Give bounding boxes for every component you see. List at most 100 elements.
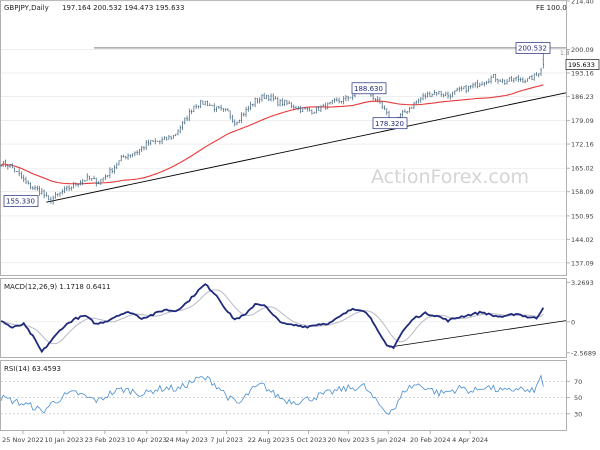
level-tag-label: 188.630 xyxy=(354,85,383,93)
rsi-y-axis: 70 50 30 xyxy=(566,378,582,418)
price-bar xyxy=(183,117,186,125)
price-tick-label: 137.09 xyxy=(571,259,594,267)
price-bar xyxy=(404,109,406,113)
support-trendline xyxy=(46,92,567,203)
price-bar xyxy=(202,100,204,105)
x-axis-date-label: 25 Nov 2022 xyxy=(2,436,44,444)
price-bar xyxy=(433,89,436,95)
price-bar xyxy=(526,78,529,82)
price-bar xyxy=(163,136,166,140)
x-axis-date-label: 20 Feb 2024 xyxy=(410,436,450,444)
x-axis-date-label: 24 May 2023 xyxy=(165,436,207,444)
rsi-title: RSI(14) 63.4593 xyxy=(4,365,61,373)
price-bar xyxy=(156,140,159,142)
macd-line xyxy=(0,283,545,354)
price-bar xyxy=(449,93,452,100)
price-bar xyxy=(340,100,343,104)
price-bar xyxy=(177,129,179,136)
level-tag-label: 155.330 xyxy=(6,198,35,206)
price-bar xyxy=(52,195,54,205)
price-bar xyxy=(490,75,492,84)
price-bar xyxy=(519,77,522,82)
price-bar xyxy=(345,95,347,102)
price-bar xyxy=(274,96,277,100)
price-bar xyxy=(419,96,422,103)
x-axis-date-label: 5 Jan 2024 xyxy=(371,436,406,444)
price-bar xyxy=(236,121,238,126)
price-bar xyxy=(77,183,79,188)
price-bar xyxy=(233,119,236,127)
price-bar xyxy=(467,85,470,92)
price-bar xyxy=(306,106,309,112)
price-bar xyxy=(43,189,45,199)
price-tick-label: 158.09 xyxy=(571,188,594,196)
price-bar xyxy=(197,105,200,109)
price-bar xyxy=(90,178,93,181)
price-gridlines xyxy=(1,0,566,264)
price-bar xyxy=(109,167,111,179)
price-bar xyxy=(113,164,116,174)
price-bar xyxy=(265,94,268,100)
price-bar xyxy=(308,106,311,112)
price-bar xyxy=(458,86,461,92)
price-bar xyxy=(476,79,479,89)
price-bar xyxy=(222,107,225,113)
price-bar xyxy=(460,86,463,92)
price-bar xyxy=(535,72,538,76)
price-level-tags: 155.330 188.630 178.320 200.532 195.633 xyxy=(3,42,600,207)
price-bar xyxy=(79,180,82,186)
watermark: ActionForex.com xyxy=(371,166,529,188)
x-axis-date-label: 20 Nov 2023 xyxy=(328,436,370,444)
price-bar xyxy=(474,82,477,88)
price-bar xyxy=(145,139,148,150)
price-bar xyxy=(277,96,279,107)
price-bar xyxy=(56,193,59,197)
price-bar xyxy=(342,96,345,105)
price-bar xyxy=(522,77,524,83)
price-bar xyxy=(338,97,340,104)
price-bar xyxy=(59,192,61,197)
price-bar xyxy=(499,79,501,82)
price-bar xyxy=(22,174,25,183)
rsi-series-line xyxy=(0,374,544,415)
price-bar xyxy=(472,82,474,89)
price-bar xyxy=(485,80,488,85)
price-bar xyxy=(68,185,70,192)
price-bar xyxy=(88,175,91,181)
price-bar xyxy=(124,155,127,160)
price-bar xyxy=(252,103,254,107)
x-axis-date-label: 10 Apr 2023 xyxy=(127,436,167,444)
price-bar xyxy=(513,77,515,83)
last-price-box xyxy=(565,59,600,70)
price-bar xyxy=(47,195,50,201)
price-bar xyxy=(379,97,381,104)
price-bar xyxy=(292,104,295,111)
price-bar xyxy=(426,91,429,98)
price-bar xyxy=(70,186,73,191)
price-bar xyxy=(501,78,504,84)
x-axis-date-label: 22 Aug 2023 xyxy=(248,436,290,444)
price-bar xyxy=(299,105,302,114)
price-bar xyxy=(465,84,467,94)
price-bar xyxy=(138,149,141,156)
price-bar xyxy=(290,102,293,109)
price-bar xyxy=(161,136,163,145)
rsi-tick-label: 50 xyxy=(574,394,582,402)
price-bar xyxy=(63,186,66,194)
price-bar xyxy=(463,86,465,90)
level-tag-box xyxy=(515,42,551,54)
price-bar xyxy=(168,134,170,140)
price-bar xyxy=(506,79,508,85)
price-series xyxy=(0,47,545,205)
price-bar xyxy=(456,87,458,92)
price-bar xyxy=(27,180,30,185)
price-bar xyxy=(199,99,202,109)
price-bar xyxy=(524,79,526,84)
macd-trendline xyxy=(388,320,567,348)
last-price-label: 195.633 xyxy=(568,61,595,69)
macd-support-trendline xyxy=(388,320,567,348)
price-bar xyxy=(81,178,84,186)
price-bar xyxy=(186,115,188,122)
price-bar xyxy=(4,159,7,168)
macd-tick-label: 0 xyxy=(571,318,575,326)
